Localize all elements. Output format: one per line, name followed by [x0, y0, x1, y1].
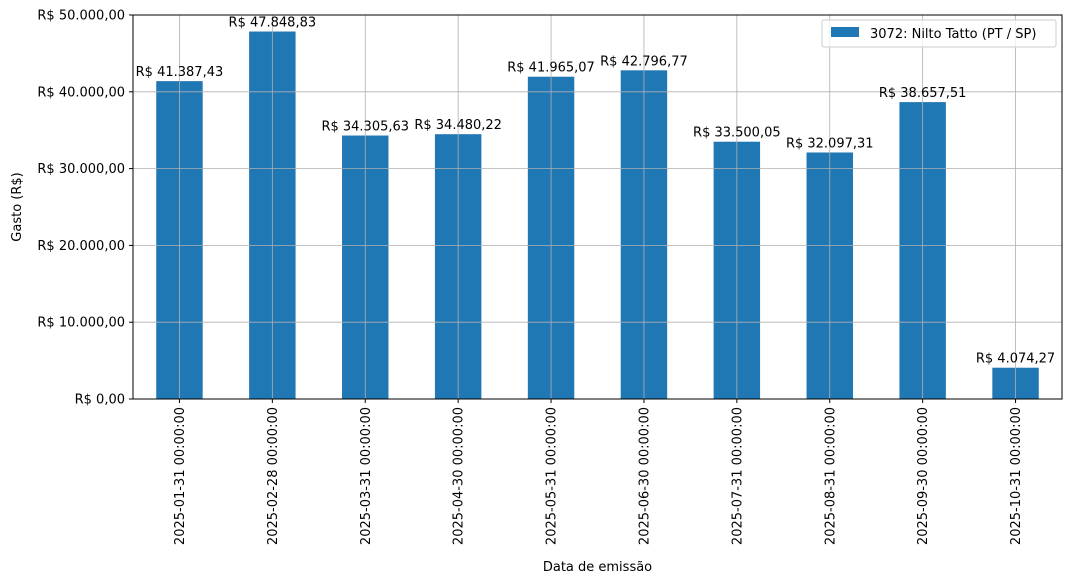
x-axis-label: Data de emissão: [543, 560, 652, 575]
x-tick-label: 2025-05-31 00:00:00: [545, 407, 560, 545]
legend-box: [821, 19, 1057, 48]
legend-swatch: [831, 27, 859, 37]
x-axis-ticks: 2025-01-31 00:00:00 2025-02-28 00:00:00 20…: [173, 399, 1024, 545]
x-tick-label: 2025-01-31 00:00:00: [173, 407, 188, 545]
x-tick-label: 2025-09-30 00:00:00: [916, 407, 931, 545]
y-tick-label: R$ 20.000,00: [37, 239, 125, 254]
data-labels: R$ 41.387,43 R$ 47.848,83 R$ 34.305,63 R$ 3…: [136, 16, 1056, 367]
bar-value-label: R$ 33.500,05: [693, 126, 781, 141]
y-axis-label: Gasto (R$): [10, 172, 25, 241]
x-tick-label: 2025-02-28 00:00:00: [266, 407, 281, 545]
bar-value-label: R$ 32.097,31: [786, 136, 874, 151]
y-tick-label: R$ 50.000,00: [37, 9, 125, 24]
legend: 3072: Nilto Tatto (PT / SP): [821, 19, 1057, 48]
legend-label: 3072: Nilto Tatto (PT / SP): [870, 27, 1036, 42]
x-tick-label: 2025-03-31 00:00:00: [359, 407, 374, 545]
bar-value-label: R$ 34.480,22: [414, 118, 502, 133]
bar-value-label: R$ 41.965,07: [507, 61, 595, 76]
y-tick-label: R$ 40.000,00: [37, 85, 125, 100]
y-tick-label: R$ 10.000,00: [37, 316, 125, 331]
plot-frame: [132, 14, 1063, 400]
y-tick-label: R$ 0,00: [75, 393, 125, 408]
bar-value-label: R$ 34.305,63: [321, 120, 409, 135]
x-tick-label: 2025-07-31 00:00:00: [730, 407, 745, 545]
x-tick-label: 2025-08-31 00:00:00: [823, 407, 838, 545]
bar-value-label: R$ 42.796,77: [600, 54, 688, 69]
y-tick-label: R$ 30.000,00: [37, 162, 125, 177]
x-tick-label: 2025-10-31 00:00:00: [1009, 407, 1024, 545]
grid-overlay: [133, 14, 1062, 400]
bar-value-label: R$ 41.387,43: [136, 65, 224, 80]
y-axis-ticks: R$ 0,00 R$ 10.000,00 R$ 20.000,00 R$ 30.000…: [37, 9, 133, 408]
bar-value-label: R$ 47.848,83: [229, 16, 317, 31]
bar-value-label: R$ 38.657,51: [879, 86, 967, 101]
bar-value-label: R$ 4.074,27: [976, 352, 1055, 367]
x-tick-label: 2025-06-30 00:00:00: [637, 407, 652, 545]
x-tick-label: 2025-04-30 00:00:00: [452, 407, 467, 545]
